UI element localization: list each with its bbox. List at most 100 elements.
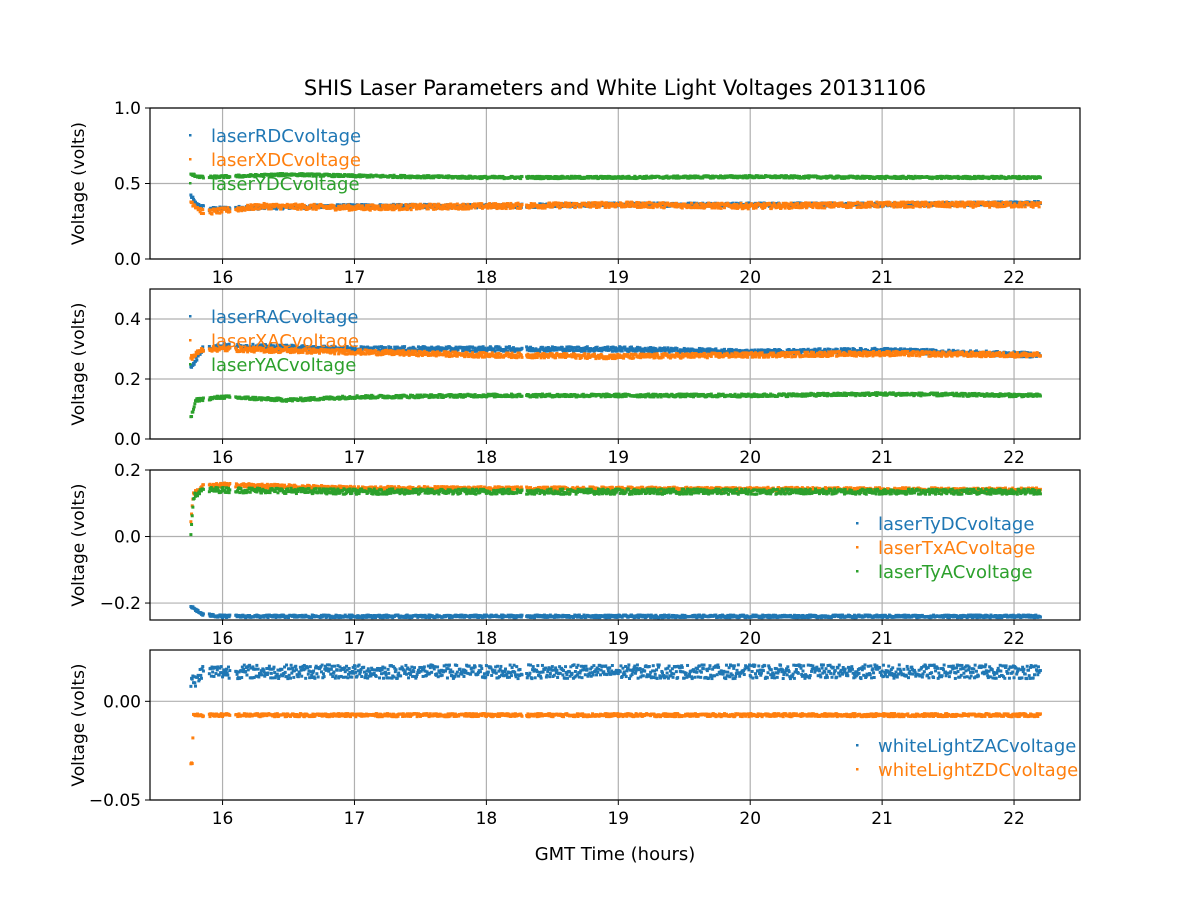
data-point <box>193 363 196 366</box>
data-point <box>821 206 824 209</box>
data-point <box>650 202 653 205</box>
data-point <box>592 205 595 208</box>
data-point <box>220 210 223 213</box>
x-tick-label: 21 <box>871 268 893 288</box>
data-point <box>202 204 205 207</box>
data-point <box>769 203 772 206</box>
x-tick-label: 22 <box>1003 268 1025 288</box>
data-point <box>561 346 564 349</box>
legend-marker <box>189 182 192 185</box>
x-axis-label: GMT Time (hours) <box>535 844 696 865</box>
data-point <box>453 203 456 206</box>
data-point <box>493 350 496 353</box>
data-point <box>869 205 872 208</box>
data-point <box>201 208 204 211</box>
data-point <box>427 207 430 210</box>
data-point <box>478 206 481 209</box>
y-tick-label: 0.2 <box>114 370 141 390</box>
series-laserXDCvoltage <box>189 200 1042 215</box>
x-tick-label: 20 <box>739 268 761 288</box>
x-tick-label: 18 <box>476 448 498 468</box>
data-point <box>1039 201 1042 204</box>
data-point <box>636 206 639 209</box>
data-point <box>280 207 283 210</box>
data-point <box>377 205 380 208</box>
data-point <box>660 206 663 209</box>
legend-label: laserYDCvoltage <box>211 174 360 195</box>
data-point <box>270 207 273 210</box>
data-point <box>606 345 609 348</box>
x-tick-label: 21 <box>871 448 893 468</box>
data-point <box>972 201 975 204</box>
data-point <box>893 206 896 209</box>
legend-marker <box>189 134 192 137</box>
data-point <box>403 345 406 348</box>
legend-marker <box>189 158 192 161</box>
y-tick-label: 0.0 <box>114 430 141 450</box>
data-point <box>367 204 370 207</box>
data-point <box>939 201 942 204</box>
y-tick-label: 0.0 <box>114 250 141 270</box>
data-point <box>786 202 789 205</box>
data-point <box>860 202 863 205</box>
data-point <box>400 203 403 206</box>
data-point <box>202 212 205 215</box>
data-point <box>949 205 952 208</box>
data-point <box>611 350 614 353</box>
legend: laserRDCvoltage laserXDCvoltage laserYDCvo… <box>189 126 361 195</box>
x-tick-label: 16 <box>212 268 234 288</box>
data-point <box>211 213 214 216</box>
chart-title: SHIS Laser Parameters and White Light Vo… <box>304 76 926 100</box>
data-point <box>788 348 791 351</box>
x-tick-label: 17 <box>344 268 366 288</box>
data-point <box>315 208 318 211</box>
data-point <box>819 347 822 350</box>
legend-label: laserXDCvoltage <box>211 150 361 171</box>
data-point <box>804 201 807 204</box>
data-point <box>406 207 409 210</box>
data-point <box>1009 201 1012 204</box>
data-point <box>521 203 524 206</box>
data-point <box>521 175 524 178</box>
data-point <box>546 205 549 208</box>
data-point <box>429 203 432 206</box>
data-point <box>720 207 723 210</box>
data-point <box>621 349 624 352</box>
data-point <box>676 347 679 350</box>
data-point <box>216 211 219 214</box>
data-point <box>1024 205 1027 208</box>
data-point <box>883 347 886 350</box>
data-point <box>317 206 320 209</box>
data-point <box>723 206 726 209</box>
y-tick-label: 0.4 <box>114 310 141 330</box>
data-point <box>521 347 524 350</box>
data-point <box>823 206 826 209</box>
legend-label: laserRDCvoltage <box>211 126 361 147</box>
x-tick-label: 16 <box>212 448 234 468</box>
data-point <box>662 201 665 204</box>
data-point <box>902 201 905 204</box>
data-point <box>195 359 198 362</box>
data-point <box>263 206 266 209</box>
data-point <box>1039 176 1042 179</box>
data-point <box>313 203 316 206</box>
x-tick-label: 20 <box>739 448 761 468</box>
x-tick-label: 19 <box>607 268 629 288</box>
data-point <box>782 202 785 205</box>
x-tick-label: 18 <box>476 268 498 288</box>
data-point <box>811 206 814 209</box>
y-tick-label: 0.5 <box>114 175 141 195</box>
data-point <box>505 207 508 210</box>
data-point <box>202 176 205 179</box>
data-point <box>877 206 880 209</box>
y-tick-label: 1.0 <box>114 99 141 119</box>
data-point <box>796 202 799 205</box>
data-point <box>717 207 720 210</box>
data-point <box>941 201 944 204</box>
data-point <box>495 207 498 210</box>
data-point <box>441 204 444 207</box>
